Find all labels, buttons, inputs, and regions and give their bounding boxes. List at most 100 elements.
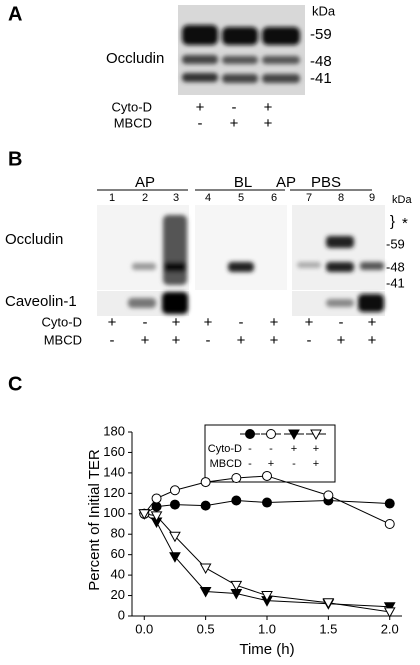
- marker: [169, 499, 180, 510]
- marker: [231, 473, 242, 483]
- kda-label: kDa: [392, 194, 412, 206]
- panel-label: C: [8, 373, 22, 395]
- legend-sign: -: [248, 458, 252, 470]
- legend-row-label: Cyto-D: [208, 443, 242, 455]
- marker: [384, 519, 395, 529]
- x-tick-label: 1.0: [258, 621, 276, 636]
- y-tick-label: 20: [111, 587, 125, 602]
- bracket: }: [390, 213, 395, 230]
- y-tick-label: 160: [103, 444, 125, 459]
- sign: +: [368, 332, 377, 349]
- legend-marker: [266, 429, 276, 439]
- lane-number: 8: [338, 192, 344, 204]
- y-tick-label: 60: [111, 546, 125, 561]
- sign: -: [239, 314, 244, 331]
- sign: +: [264, 115, 273, 132]
- sign: +: [368, 314, 377, 331]
- sign: -: [206, 332, 211, 349]
- star: *: [402, 215, 408, 232]
- mw-marker: -41: [310, 70, 332, 87]
- legend-sign: +: [268, 458, 274, 470]
- marker: [384, 498, 395, 509]
- mw-marker: -48: [310, 53, 332, 70]
- group-label: PBS: [311, 174, 341, 191]
- row-label: Cyto-D: [42, 314, 82, 329]
- sign: -: [339, 314, 344, 331]
- group-label: AP: [276, 174, 296, 191]
- marker: [169, 531, 181, 543]
- marker: [231, 495, 242, 506]
- sign: +: [108, 314, 117, 331]
- row-label: MBCD: [114, 115, 152, 130]
- sign: +: [141, 332, 150, 349]
- marker: [150, 511, 163, 522]
- row-label: MBCD: [44, 332, 82, 347]
- mw-marker: -41: [386, 275, 405, 290]
- sign: +: [204, 314, 213, 331]
- sign: -: [198, 115, 203, 132]
- panel-label: B: [8, 148, 22, 170]
- sign: +: [270, 332, 279, 349]
- legend-marker: [310, 429, 322, 441]
- x-axis-label: Time (h): [239, 641, 294, 658]
- marker: [322, 598, 335, 609]
- protein-label: Occludin: [106, 50, 164, 67]
- sign: -: [143, 314, 148, 331]
- legend-marker: [288, 429, 300, 441]
- sign: +: [172, 314, 181, 331]
- mw-marker: -59: [386, 236, 405, 251]
- row-label: Cyto-D: [112, 99, 152, 114]
- legend-sign: -: [269, 443, 273, 455]
- y-tick-label: 120: [103, 485, 125, 500]
- x-tick-label: 1.5: [319, 621, 337, 636]
- legend-marker: [245, 429, 255, 439]
- marker: [262, 497, 272, 508]
- mw-marker: -48: [386, 259, 405, 274]
- marker: [262, 470, 272, 481]
- lane-number: 5: [238, 192, 244, 204]
- blot-a: [178, 5, 305, 95]
- series-line: [143, 513, 390, 608]
- x-tick-label: 2.0: [381, 621, 399, 636]
- lane-number: 4: [205, 192, 211, 204]
- protein-label: Occludin: [5, 231, 63, 248]
- marker: [151, 493, 162, 504]
- legend-sign: +: [291, 443, 297, 455]
- group-label: BL: [234, 174, 252, 191]
- marker: [200, 477, 211, 488]
- y-tick-label: 140: [103, 464, 125, 479]
- group-label: AP: [135, 174, 155, 191]
- lane-number: 7: [306, 192, 312, 204]
- marker: [383, 602, 396, 613]
- marker: [199, 563, 212, 574]
- lane-number: 2: [142, 192, 148, 204]
- panel-label: A: [8, 3, 22, 25]
- sign: +: [237, 332, 246, 349]
- sign: +: [172, 332, 181, 349]
- y-tick-label: 80: [111, 526, 125, 541]
- lane-number: 3: [173, 192, 179, 204]
- sign: +: [305, 314, 314, 331]
- sign: +: [264, 99, 273, 116]
- marker: [199, 586, 212, 598]
- sign: -: [232, 99, 237, 116]
- blot-b: [97, 189, 385, 316]
- marker: [138, 509, 151, 520]
- y-axis-label: Percent of Initial TER: [86, 449, 103, 591]
- marker: [261, 591, 273, 602]
- legend-sign: -: [292, 458, 296, 470]
- marker: [151, 501, 162, 512]
- marker: [323, 490, 334, 501]
- mw-marker: -59: [310, 26, 332, 43]
- marker: [169, 485, 180, 496]
- x-tick-label: 0.5: [197, 621, 215, 636]
- lane-number: 6: [271, 192, 277, 204]
- marker: [169, 552, 181, 563]
- marker: [200, 500, 211, 511]
- legend-sign: +: [313, 458, 319, 470]
- kda-label: kDa: [312, 3, 336, 18]
- sign: +: [337, 332, 346, 349]
- marker: [230, 580, 243, 592]
- lane-number: 9: [369, 192, 375, 204]
